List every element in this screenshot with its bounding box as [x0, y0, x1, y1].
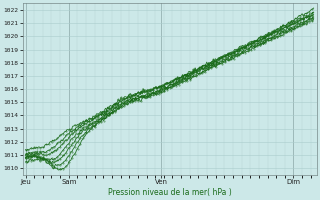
X-axis label: Pression niveau de la mer( hPa ): Pression niveau de la mer( hPa ) [108, 188, 231, 197]
